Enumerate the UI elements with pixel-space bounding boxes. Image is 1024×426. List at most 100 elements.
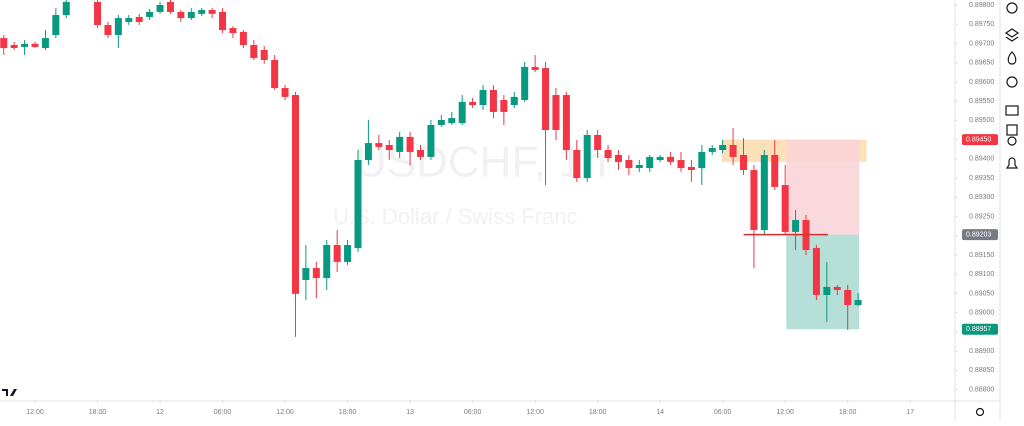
candle-body [41, 38, 49, 49]
candle-body [458, 101, 466, 124]
y-tick-label: 0.89400 [969, 156, 994, 163]
candle-body [729, 145, 737, 157]
candle-body [812, 248, 820, 295]
candle-body [333, 245, 341, 262]
plot [0, 0, 867, 337]
candle-body [583, 135, 591, 179]
candle-body [635, 165, 643, 169]
candle-body [10, 45, 18, 49]
candle-body [594, 135, 602, 150]
candle-body [760, 155, 768, 230]
candle-body [687, 166, 695, 170]
candle-body [719, 145, 727, 150]
price-label: 0.89203 [966, 231, 991, 238]
x-tick-label: 18:00 [839, 409, 857, 416]
candle-body [573, 150, 581, 179]
candle-body [521, 66, 529, 100]
candle-body [771, 155, 779, 187]
price-label-box [962, 134, 998, 146]
price-label-box [962, 323, 998, 335]
y-tick-label: 0.89700 [969, 40, 994, 47]
candle-body [844, 290, 852, 305]
y-tick-label: 0.89350 [969, 175, 994, 182]
candle-body [0, 38, 8, 49]
candle-body [396, 136, 404, 152]
y-tick-label: 0.88850 [969, 367, 994, 374]
x-tick-label: 18:00 [589, 409, 607, 416]
ideas-button[interactable] [1006, 76, 1018, 88]
candle-body [125, 18, 133, 22]
x-tick-label: 12:00 [526, 409, 544, 416]
alarm-button[interactable] [1006, 2, 1018, 14]
candle-body [531, 66, 539, 70]
candle-body [31, 43, 39, 47]
candle-body [469, 101, 477, 105]
candle-body [135, 16, 143, 22]
settings-button[interactable] [975, 407, 985, 417]
y-tick-label: 0.89800 [969, 2, 994, 9]
y-tick-label: 0.89750 [969, 21, 994, 28]
candle-body [646, 156, 654, 169]
x-tick-label: 13 [406, 409, 414, 416]
candle-body [156, 5, 164, 12]
candle-body [781, 185, 789, 232]
candle-body [52, 15, 60, 35]
candle-body [823, 286, 831, 295]
price-label: 0.88957 [966, 326, 991, 333]
y-tick-label: 0.89000 [969, 310, 994, 317]
chat-button[interactable] [1005, 105, 1019, 116]
broadcast-button[interactable] [1007, 136, 1017, 146]
candle-body [166, 1, 174, 12]
x-tick-label: 12:00 [776, 409, 794, 416]
candle-body [291, 95, 299, 294]
x-tick-label: 06:00 [214, 409, 232, 416]
candle-body [229, 28, 237, 34]
candle-body [489, 90, 497, 112]
candle-body [21, 43, 29, 47]
y-tick-label: 0.89050 [969, 290, 994, 297]
candle-body [364, 143, 372, 160]
candle-body [177, 11, 185, 19]
x-tick-label: 14 [656, 409, 664, 416]
candle-body [187, 11, 195, 19]
candle-body [792, 220, 800, 232]
candle-body [281, 88, 289, 97]
candle-body [854, 300, 862, 305]
logo [2, 389, 17, 396]
candle-body [114, 18, 122, 35]
price-label: 0.89450 [966, 136, 991, 143]
x-tick-label: 06:00 [464, 409, 482, 416]
candle-body [667, 156, 675, 162]
candle-body [198, 10, 206, 14]
candle-body [104, 25, 112, 35]
calendar-button[interactable] [1006, 124, 1018, 136]
candle-body [542, 68, 550, 130]
candle-body [510, 96, 518, 105]
notifications-button[interactable] [1005, 157, 1019, 169]
stop-area [786, 139, 860, 235]
candle-body [271, 60, 279, 89]
y-tick-label: 0.89150 [969, 252, 994, 259]
candle-body [94, 1, 102, 26]
candle-body [448, 118, 456, 124]
candle-body [698, 151, 706, 169]
y-tick-label: 0.89600 [969, 79, 994, 86]
x-tick-label: 18:00 [89, 409, 107, 416]
y-tick-label: 0.89550 [969, 98, 994, 105]
candle-body [708, 148, 716, 152]
candle-body [208, 10, 216, 14]
hotlist-button[interactable] [1007, 51, 1017, 65]
layers-button[interactable] [1004, 28, 1020, 42]
target-area [786, 234, 860, 330]
x-tick-label: 12:00 [276, 409, 294, 416]
x-tick-label: 12 [156, 409, 164, 416]
watermark-subtitle: U.S. Dollar / Swiss Franc [333, 204, 578, 229]
x-tick-label: 12:00 [26, 409, 44, 416]
candle-body [146, 11, 154, 17]
candle-body [437, 120, 445, 125]
y-tick-label: 0.89500 [969, 117, 994, 124]
candle-body [219, 11, 227, 30]
candle-body [344, 245, 352, 262]
